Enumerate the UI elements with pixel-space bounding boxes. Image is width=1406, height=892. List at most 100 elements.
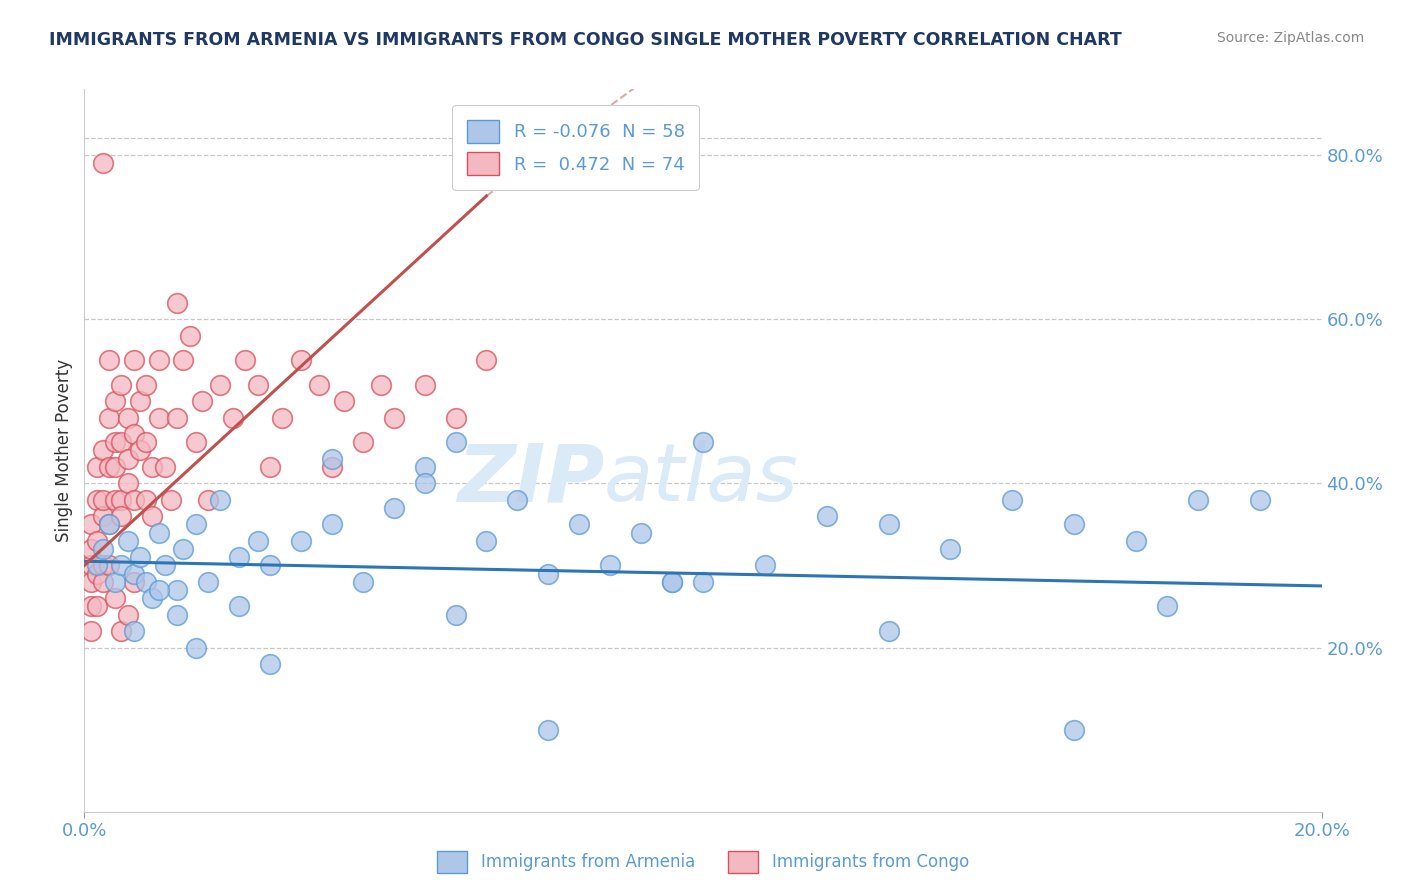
Point [141, 459, 163, 474]
Point [166, 410, 188, 425]
Point [209, 377, 232, 392]
Point [98, 410, 121, 425]
Point [444, 435, 467, 450]
Point [117, 451, 139, 466]
Point [382, 410, 405, 425]
Point [135, 435, 157, 450]
Point [475, 533, 498, 548]
Point [506, 492, 529, 507]
Point [122, 492, 145, 507]
Point [444, 410, 467, 425]
Point [148, 525, 170, 540]
Point [122, 427, 145, 442]
Point [1001, 492, 1024, 507]
Point [352, 574, 374, 589]
Y-axis label: Single Mother Poverty: Single Mother Poverty [55, 359, 73, 542]
Point [166, 582, 188, 597]
Point [259, 459, 281, 474]
Point [184, 517, 207, 532]
Point [228, 550, 250, 565]
Point [184, 640, 207, 655]
Point [630, 525, 652, 540]
Point [692, 435, 714, 450]
Point [413, 459, 436, 474]
Point [444, 607, 467, 622]
Point [79, 517, 101, 532]
Point [117, 410, 139, 425]
Point [166, 607, 188, 622]
Point [191, 394, 214, 409]
Point [1249, 492, 1271, 507]
Point [815, 509, 838, 524]
Point [321, 459, 343, 474]
Point [104, 394, 127, 409]
Point [98, 459, 121, 474]
Point [86, 566, 108, 581]
Point [122, 574, 145, 589]
Point [86, 533, 108, 548]
Point [98, 517, 121, 532]
Point [877, 517, 900, 532]
Point [79, 558, 101, 573]
Point [197, 574, 219, 589]
Point [86, 599, 108, 614]
Point [179, 328, 201, 343]
Point [79, 541, 101, 556]
Point [135, 377, 157, 392]
Point [153, 558, 176, 573]
Point [166, 295, 188, 310]
Point [141, 509, 163, 524]
Point [172, 353, 194, 368]
Point [91, 443, 114, 458]
Point [91, 492, 114, 507]
Point [1063, 723, 1085, 737]
Point [104, 435, 127, 450]
Point [110, 558, 132, 573]
Point [117, 607, 139, 622]
Point [1187, 492, 1209, 507]
Point [79, 574, 101, 589]
Point [104, 492, 127, 507]
Point [91, 574, 114, 589]
Point [246, 533, 269, 548]
Text: atlas: atlas [605, 441, 799, 518]
Point [110, 435, 132, 450]
Point [91, 541, 114, 556]
Point [122, 566, 145, 581]
Point [661, 574, 683, 589]
Point [91, 156, 114, 170]
Point [209, 492, 232, 507]
Point [160, 492, 183, 507]
Point [135, 492, 157, 507]
Point [91, 509, 114, 524]
Point [104, 574, 127, 589]
Point [129, 443, 152, 458]
Point [290, 533, 312, 548]
Point [153, 459, 176, 474]
Point [91, 558, 114, 573]
Point [104, 459, 127, 474]
Point [148, 410, 170, 425]
Point [148, 353, 170, 368]
Point [290, 353, 312, 368]
Point [568, 517, 591, 532]
Point [939, 541, 962, 556]
Point [308, 377, 330, 392]
Point [692, 574, 714, 589]
Point [98, 558, 121, 573]
Point [98, 353, 121, 368]
Point [475, 353, 498, 368]
Legend: Immigrants from Armenia, Immigrants from Congo: Immigrants from Armenia, Immigrants from… [430, 845, 976, 880]
Point [104, 591, 127, 606]
Point [184, 435, 207, 450]
Point [148, 582, 170, 597]
Text: IMMIGRANTS FROM ARMENIA VS IMMIGRANTS FROM CONGO SINGLE MOTHER POVERTY CORRELATI: IMMIGRANTS FROM ARMENIA VS IMMIGRANTS FR… [49, 31, 1122, 49]
Point [259, 657, 281, 671]
Point [129, 550, 152, 565]
Point [321, 451, 343, 466]
Point [197, 492, 219, 507]
Point [259, 558, 281, 573]
Point [110, 624, 132, 639]
Point [661, 574, 683, 589]
Point [413, 377, 436, 392]
